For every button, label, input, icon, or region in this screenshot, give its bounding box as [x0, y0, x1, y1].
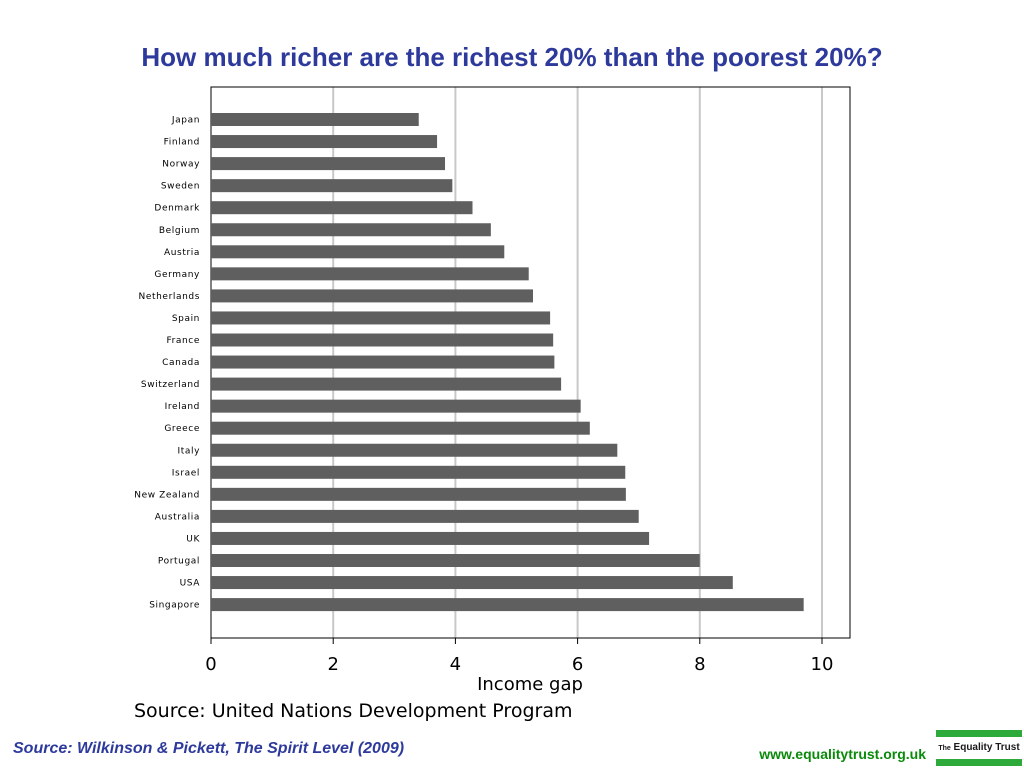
website-link[interactable]: www.equalitytrust.org.uk	[759, 746, 926, 762]
bar-italy	[211, 443, 618, 457]
bar-germany	[211, 267, 529, 281]
category-label-germany: Germany	[154, 270, 200, 280]
equality-trust-logo: The Equality Trust	[936, 730, 1022, 766]
category-label-australia: Australia	[155, 512, 200, 522]
category-label-austria: Austria	[164, 248, 200, 258]
category-label-japan: Japan	[171, 116, 200, 126]
x-tick-label-4: 4	[450, 654, 461, 675]
category-label-sweden: Sweden	[161, 182, 200, 192]
bar-ireland	[211, 399, 581, 413]
category-labels: Japan Finland Norway Sweden Denmark Belgium Au…	[134, 116, 200, 611]
x-tick-label-10: 10	[811, 654, 834, 675]
category-label-portugal: Portugal	[158, 557, 200, 567]
bar-sweden	[211, 179, 453, 193]
bar-new-zealand	[211, 487, 626, 501]
category-label-denmark: Denmark	[154, 204, 200, 214]
category-label-new-zealand: New Zealand	[134, 490, 200, 500]
bar-austria	[211, 245, 505, 259]
logo-band-bottom	[936, 759, 1022, 766]
category-label-norway: Norway	[162, 160, 200, 170]
category-label-uk: UK	[186, 534, 200, 544]
category-label-ireland: Ireland	[165, 402, 200, 412]
category-label-belgium: Belgium	[159, 226, 200, 236]
citation: Source: Wilkinson & Pickett, The Spirit …	[13, 740, 405, 757]
bar-uk	[211, 531, 650, 545]
bar-netherlands	[211, 289, 533, 303]
bars	[211, 113, 804, 612]
category-label-italy: Italy	[177, 446, 200, 456]
category-label-israel: Israel	[172, 468, 200, 478]
category-label-singapore: Singapore	[149, 601, 200, 611]
x-tick-label-0: 0	[205, 654, 216, 675]
category-label-netherlands: Netherlands	[139, 292, 200, 302]
bar-france	[211, 333, 554, 347]
bar-finland	[211, 135, 438, 149]
bar-switzerland	[211, 377, 562, 391]
bar-spain	[211, 311, 551, 325]
bar-usa	[211, 576, 733, 590]
slide-title: How much richer are the richest 20% than…	[141, 42, 883, 72]
bar-portugal	[211, 554, 700, 567]
bar-denmark	[211, 201, 473, 215]
bar-greece	[211, 421, 590, 435]
category-label-canada: Canada	[162, 358, 200, 368]
bar-canada	[211, 355, 555, 369]
logo-text: The Equality Trust	[938, 742, 1020, 753]
category-label-switzerland: Switzerland	[141, 380, 200, 390]
category-label-finland: Finland	[164, 138, 200, 148]
logo-band-top	[936, 730, 1022, 737]
category-label-greece: Greece	[164, 424, 200, 434]
x-tick-label-8: 8	[694, 654, 705, 675]
bar-belgium	[211, 223, 491, 237]
category-label-usa: USA	[180, 579, 201, 589]
bar-israel	[211, 465, 626, 479]
bar-singapore	[211, 598, 804, 612]
category-label-spain: Spain	[172, 314, 200, 324]
bar-japan	[211, 113, 419, 126]
x-tick-label-2: 2	[327, 654, 338, 675]
bar-australia	[211, 509, 639, 523]
chart-source-note: Source: United Nations Development Progr…	[134, 700, 573, 722]
category-label-france: France	[166, 336, 200, 346]
x-axis-ticks: 0 2 4 6 8 10	[205, 638, 833, 675]
x-axis-title: Income gap	[477, 674, 583, 695]
bar-norway	[211, 157, 446, 171]
x-tick-label-6: 6	[572, 654, 583, 675]
